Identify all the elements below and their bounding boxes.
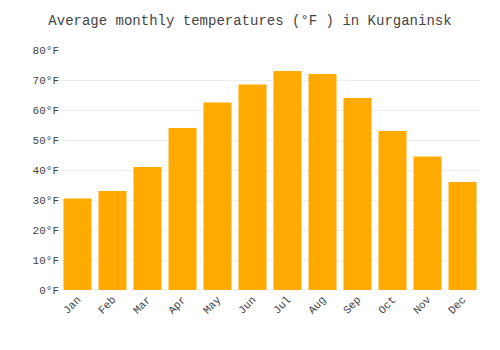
svg-text:Jan: Jan (61, 294, 83, 316)
svg-text:Dec: Dec (446, 294, 468, 316)
svg-text:Sep: Sep (341, 294, 363, 316)
svg-text:70°F: 70°F (33, 75, 59, 87)
svg-text:Mar: Mar (131, 294, 153, 316)
svg-text:May: May (201, 294, 224, 317)
svg-text:Nov: Nov (411, 294, 434, 317)
svg-text:30°F: 30°F (33, 195, 59, 207)
svg-text:Oct: Oct (376, 294, 398, 316)
svg-text:40°F: 40°F (33, 165, 59, 177)
svg-text:10°F: 10°F (33, 255, 59, 267)
svg-text:Average monthly temperatures (: Average monthly temperatures (°F ) in Ku… (48, 13, 451, 29)
svg-text:Jun: Jun (236, 294, 258, 316)
svg-text:Jul: Jul (271, 294, 293, 316)
svg-text:50°F: 50°F (33, 135, 59, 147)
svg-text:Apr: Apr (166, 294, 188, 316)
svg-text:Aug: Aug (306, 294, 328, 316)
svg-text:Feb: Feb (96, 294, 118, 316)
svg-text:20°F: 20°F (33, 225, 59, 237)
svg-text:60°F: 60°F (33, 105, 59, 117)
svg-text:0°F: 0°F (39, 285, 59, 297)
svg-text:80°F: 80°F (33, 45, 59, 57)
